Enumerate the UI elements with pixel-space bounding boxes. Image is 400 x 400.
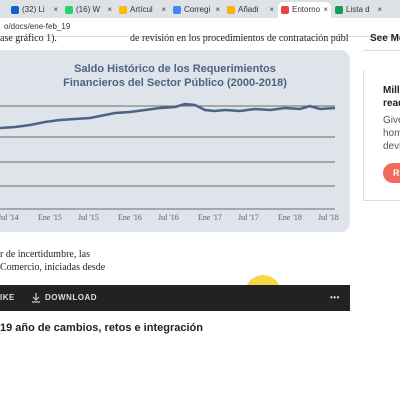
tab-icon [119,6,127,14]
tab-title: Artícul [130,5,153,14]
tab-icon [227,6,235,14]
x-tick-label: Ene '15 [38,213,62,222]
x-tick-label: Jul '16 [158,213,179,222]
tab-icon [11,6,19,14]
x-tick-label: Ene '17 [198,213,222,222]
tab[interactable]: Añadi × [224,2,277,18]
x-tick-label: Jul '14 [0,213,19,222]
sidebar-text: read [383,98,400,109]
tab-icon [335,6,343,14]
tab-close[interactable]: × [323,5,328,14]
tab[interactable]: Lista d × [332,2,385,18]
chart-plot [0,102,336,210]
tab[interactable]: Artícul × [116,2,169,18]
text: Comercio, iniciadas desde [0,262,106,273]
x-tick-label: Jul '17 [238,213,259,222]
chart-title: Financieros del Sector Público (2000-201… [63,77,287,89]
x-tick-label: Ene '18 [278,213,302,222]
sidebar-text: hom [383,128,400,139]
divider [363,200,400,201]
tab-title: Lista d [346,5,370,14]
address-bar[interactable]: o/docs/ene-feb_19 [0,18,400,37]
tab-close[interactable]: × [161,5,166,14]
x-tick-label: Jul '18 [318,213,339,222]
button[interactable]: R [383,163,400,183]
chart-line [0,102,336,130]
sidebar-link[interactable]: See Mo [370,33,400,44]
tab[interactable]: (32) Li × [8,2,61,18]
x-tick-label: Ene '16 [118,213,142,222]
grid [0,105,335,210]
toolbar-item[interactable]: IKE [0,293,15,302]
text: de revisión en los procedimientos de con… [130,33,349,44]
tab-bar: (32) Li × (16) W × Artícul × Corregi × Añadi × Ent… [0,0,400,18]
toolbar: IKE DOWNLOAD ••• [0,285,350,311]
sidebar-text: devic [383,141,400,152]
tab-title: Añadi [238,5,259,14]
tab-title: Entorno [292,5,321,14]
heading: 19 año de cambios, retos e integración [0,322,203,334]
toolbar-item[interactable]: DOWNLOAD [45,293,97,302]
tab-icon [281,6,289,14]
tab-title: Corregi [184,5,211,14]
tab-title: (32) Li [22,5,45,14]
x-tick-label: Jul '15 [78,213,99,222]
tab[interactable]: Entorno × [278,2,331,18]
tab-icon [173,6,181,14]
tab-close[interactable]: × [107,5,112,14]
tab-title: (16) W [76,5,100,14]
more-button[interactable]: ••• [330,293,340,302]
download-icon [32,293,40,303]
tab[interactable]: Corregi × [170,2,223,18]
sidebar-text: Milli [383,85,400,96]
button-label: R [393,168,400,178]
text: r de incertidumbre, las [0,249,90,260]
chart-card [0,50,350,232]
tab-close[interactable]: × [215,5,220,14]
url: o/docs/ene-feb_19 [4,22,71,31]
tab-close[interactable]: × [269,5,274,14]
tab-close[interactable]: × [53,5,58,14]
tab[interactable]: (16) W × [62,2,115,18]
divider [363,50,400,51]
text: ase gráfico 1). [0,33,57,44]
divider [363,70,364,200]
tab-icon [65,6,73,14]
sidebar-text: Give [383,115,400,126]
chart-title: Saldo Histórico de los Requerimientos [74,63,276,75]
tab-close[interactable]: × [377,5,382,14]
